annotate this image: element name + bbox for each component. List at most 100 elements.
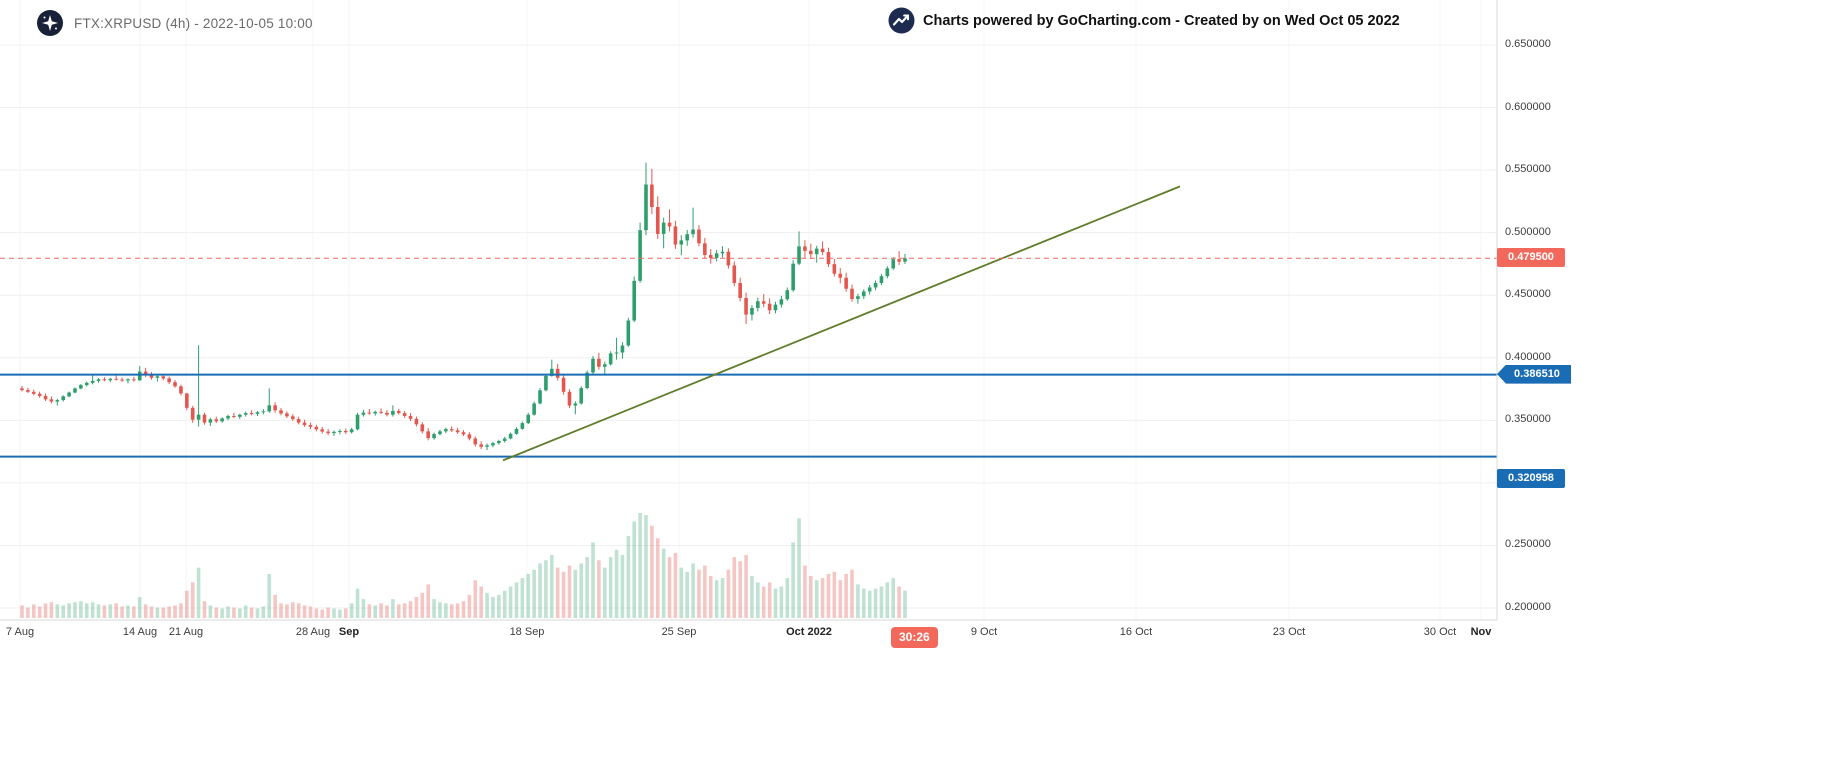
candle <box>173 380 177 388</box>
trending-up-icon <box>888 7 915 34</box>
volume-bar <box>761 586 766 618</box>
volume-bar <box>608 557 613 618</box>
candle <box>214 416 219 424</box>
candle <box>567 389 572 409</box>
volume-bar <box>55 604 60 618</box>
volume-bar <box>190 582 195 618</box>
candle <box>326 428 330 436</box>
candle <box>756 297 760 312</box>
candle <box>809 243 813 259</box>
candle <box>449 426 454 432</box>
candle <box>767 298 772 314</box>
candle <box>679 235 684 256</box>
volume-bar <box>567 565 572 618</box>
volume-bar <box>161 607 166 618</box>
volume-bar <box>173 605 177 618</box>
candle <box>31 389 36 396</box>
volume-bar <box>661 548 666 618</box>
candle <box>726 248 731 269</box>
candle <box>290 414 295 421</box>
candle <box>367 409 372 415</box>
volume-bar <box>302 605 307 618</box>
volume-bar <box>844 573 848 618</box>
candle <box>661 217 666 249</box>
volume-bar <box>891 578 896 618</box>
candle <box>479 441 483 450</box>
volume-series <box>20 513 907 618</box>
volume-bar <box>102 605 107 618</box>
candle <box>426 428 430 441</box>
volume-bar <box>96 604 101 618</box>
candle <box>467 432 472 441</box>
volume-bar <box>379 603 383 618</box>
candle <box>856 293 860 304</box>
volume-bar <box>650 525 654 618</box>
volume-bar <box>903 590 907 618</box>
candle <box>96 378 101 383</box>
candle <box>155 374 160 382</box>
volume-bar <box>555 567 560 618</box>
candle <box>396 408 401 415</box>
candle <box>285 411 289 419</box>
volume-bar <box>591 542 595 618</box>
candle <box>703 237 707 259</box>
volume-bar <box>467 594 472 618</box>
volume-bar <box>614 549 619 618</box>
volume-bar <box>426 584 430 618</box>
volume-bar <box>879 586 884 618</box>
candle <box>614 337 619 360</box>
candle <box>385 410 389 417</box>
candle <box>61 395 66 402</box>
candle <box>608 351 613 366</box>
candle <box>602 361 607 376</box>
volume-bar <box>349 603 354 618</box>
candle <box>779 295 784 308</box>
volume-bar <box>267 573 272 618</box>
volume-bar <box>108 604 113 618</box>
candle <box>391 405 395 417</box>
volume-bar <box>326 607 330 618</box>
candle <box>438 429 442 436</box>
volume-bar <box>261 606 266 618</box>
volume-bar <box>444 603 448 618</box>
candle <box>90 374 95 385</box>
candle <box>420 422 425 434</box>
volume-bar <box>820 578 825 618</box>
candle <box>238 413 242 420</box>
volume-bar <box>585 557 589 618</box>
volume-bar <box>296 603 301 618</box>
candle <box>785 287 790 301</box>
candle <box>620 342 625 359</box>
candle <box>20 385 24 392</box>
volume-bar <box>449 604 454 618</box>
volume-bar <box>373 605 377 618</box>
volume-bar <box>243 605 248 618</box>
volume-bar <box>867 590 872 618</box>
candle <box>491 441 495 448</box>
candle <box>832 258 837 277</box>
volume-bar <box>597 560 601 618</box>
powered-by-badge[interactable]: Charts powered by GoCharting.com - Creat… <box>888 7 1400 34</box>
volume-bar <box>703 565 707 618</box>
candle <box>332 430 336 436</box>
volume-bar <box>756 582 760 618</box>
volume-bar <box>826 573 831 618</box>
candle <box>220 417 224 423</box>
volume-bar <box>338 609 342 618</box>
volume-bar <box>220 608 224 618</box>
candle <box>167 376 171 385</box>
volume-bar <box>120 606 124 618</box>
candle <box>744 292 748 324</box>
volume-bar <box>573 569 578 618</box>
candle <box>120 377 124 382</box>
volume-bar <box>308 606 313 618</box>
trendline[interactable] <box>502 185 1181 462</box>
candle <box>49 396 54 404</box>
candle <box>502 436 507 443</box>
candle <box>338 429 342 435</box>
candle <box>508 432 513 440</box>
candle <box>408 413 413 421</box>
volume-bar <box>396 604 401 618</box>
volume-bar <box>514 582 519 618</box>
